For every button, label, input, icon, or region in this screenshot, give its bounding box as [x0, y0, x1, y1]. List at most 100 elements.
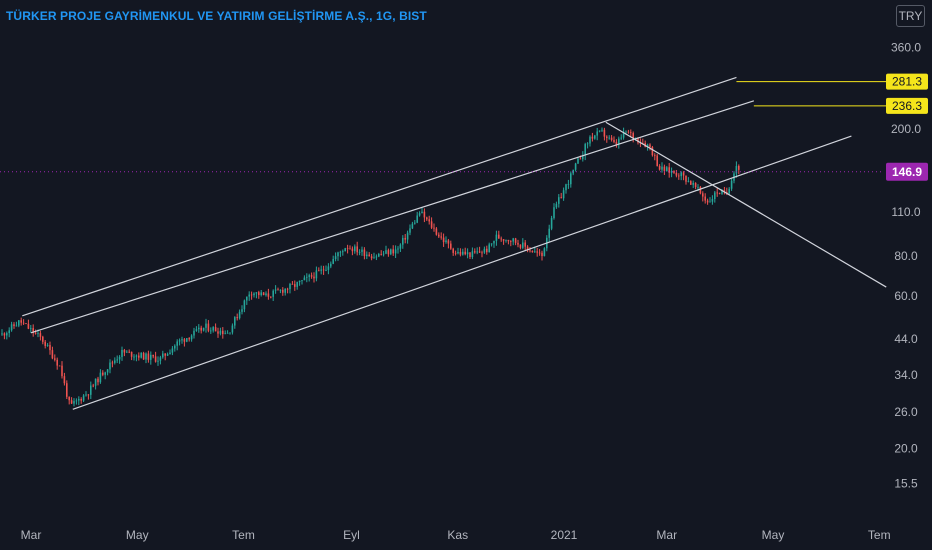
candle-down	[183, 339, 186, 342]
candle-down	[723, 190, 726, 193]
y-tick-label: 200.0	[891, 122, 921, 136]
candle-up	[354, 246, 356, 252]
level-tag-1	[886, 73, 928, 90]
candle-up	[157, 360, 159, 362]
candle-up	[6, 333, 8, 336]
candle-up	[169, 352, 171, 355]
candle-up	[46, 345, 49, 346]
candle-up	[114, 360, 116, 363]
candle-down	[702, 193, 704, 197]
candle-down	[368, 254, 370, 257]
candle-down	[392, 249, 394, 254]
candle-up	[10, 324, 13, 331]
candle-up	[133, 356, 135, 358]
candle-down	[313, 276, 315, 279]
candle-up	[279, 289, 282, 291]
candle-up	[90, 385, 92, 395]
candle-up	[550, 218, 553, 229]
candle-up	[82, 395, 85, 401]
chart-title: TÜRKER PROJE GAYRİMENKUL VE YATIRIM GELİ…	[6, 9, 427, 23]
candle-up	[565, 184, 567, 191]
candle-up	[234, 317, 236, 326]
candle-up	[339, 251, 342, 253]
candle-down	[267, 293, 270, 297]
candle-up	[330, 263, 332, 267]
candle-up	[406, 232, 409, 240]
candle-down	[370, 256, 373, 259]
candle-up	[327, 266, 330, 270]
y-tick-label: 60.0	[894, 289, 918, 303]
candle-up	[118, 356, 121, 360]
candle-up	[570, 173, 572, 185]
candle-down	[526, 246, 529, 251]
trend-line-3	[72, 135, 852, 410]
candle-up	[522, 242, 524, 248]
candle-down	[66, 383, 68, 397]
candle-up	[181, 339, 183, 341]
x-tick-label: Tem	[868, 528, 891, 542]
candle-up	[445, 240, 447, 243]
candle-down	[138, 355, 140, 358]
candle-up	[229, 332, 231, 334]
candle-down	[699, 186, 702, 194]
candle-up	[301, 280, 303, 282]
candle-up	[670, 170, 673, 173]
candle-up	[253, 293, 255, 296]
candle-down	[469, 252, 471, 257]
candle-up	[159, 357, 162, 361]
candle-down	[291, 283, 294, 285]
candle-up	[303, 277, 306, 281]
candle-up	[584, 144, 586, 156]
candle-up	[572, 169, 574, 174]
candle-down	[637, 137, 639, 143]
candle-up	[512, 238, 514, 242]
candle-up	[226, 332, 229, 334]
candle-down	[627, 131, 630, 133]
candle-down	[20, 320, 22, 323]
candle-up	[178, 340, 181, 342]
candle-down	[147, 353, 150, 360]
candle-up	[298, 280, 301, 283]
candle-up	[402, 237, 404, 245]
candle-down	[738, 165, 740, 170]
candle-down	[579, 158, 582, 160]
candle-up	[332, 259, 334, 264]
candle-down	[673, 170, 675, 173]
candle-down	[222, 330, 224, 335]
candle-down	[123, 349, 126, 353]
candle-up	[625, 131, 627, 133]
candle-down	[514, 238, 517, 243]
currency-button[interactable]: TRY	[896, 5, 925, 27]
candle-up	[361, 249, 363, 252]
candle-up	[205, 323, 207, 328]
candle-down	[428, 219, 430, 222]
candle-down	[529, 250, 531, 252]
x-tick-label: Mar	[656, 528, 677, 542]
candle-up	[483, 248, 486, 253]
candle-up	[358, 251, 361, 253]
candle-up	[646, 144, 649, 147]
candle-down	[63, 376, 66, 384]
candle-down	[438, 234, 440, 237]
candle-up	[709, 201, 711, 203]
candle-down	[507, 239, 510, 242]
candle-up	[246, 296, 248, 301]
candle-up	[582, 155, 584, 160]
candle-up	[558, 197, 560, 204]
candle-up	[594, 135, 596, 139]
candle-down	[675, 172, 678, 176]
candle-down	[430, 221, 433, 228]
candle-down	[613, 139, 615, 142]
candle-up	[337, 252, 339, 257]
candle-down	[632, 133, 634, 139]
candle-up	[385, 250, 387, 254]
candle-down	[102, 372, 104, 375]
candle-down	[58, 365, 61, 367]
candle-down	[92, 385, 94, 387]
candle-down	[80, 398, 82, 401]
candle-up	[373, 257, 375, 259]
candle-down	[663, 166, 666, 172]
candle-up	[255, 292, 258, 294]
